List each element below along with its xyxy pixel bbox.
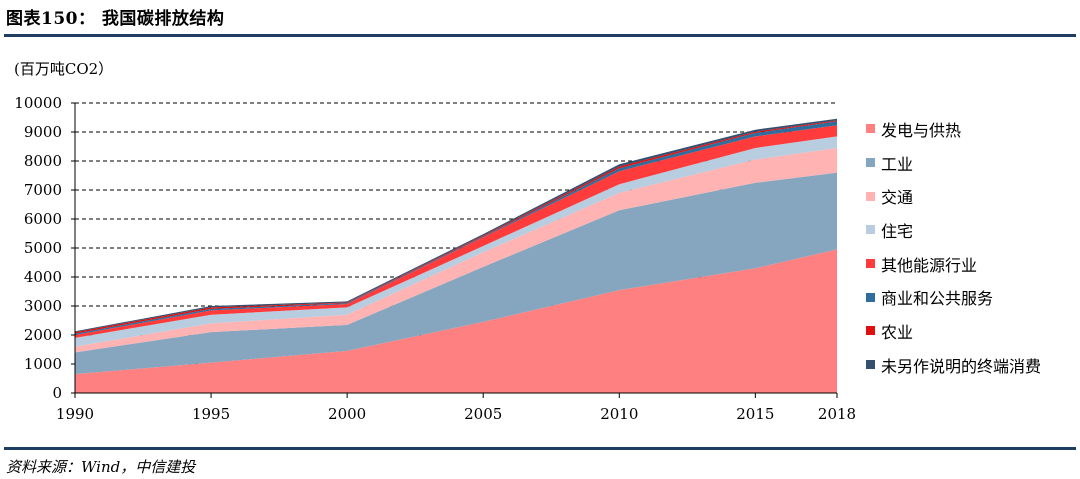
legend-swatch (866, 360, 875, 370)
y-tick-label-0: 0 (52, 384, 62, 402)
legend-swatch (866, 292, 875, 302)
x-tick-label-2005: 2005 (464, 405, 502, 423)
legend-item-4: 住宅 (866, 213, 1041, 247)
legend-item-1: 发电与供热 (866, 112, 1041, 146)
x-tick-label-2015: 2015 (736, 405, 774, 423)
unit-label: (百万吨CO2） (14, 60, 113, 78)
legend-swatch (866, 158, 875, 168)
x-tick-label-2000: 2000 (328, 405, 366, 423)
area-series-4 (75, 136, 837, 347)
area-series-3 (75, 148, 837, 353)
source-note: 资料来源：Wind，中信建投 (6, 458, 196, 476)
legend-item-3: 交通 (866, 179, 1041, 213)
x-tick-label-1995: 1995 (192, 405, 230, 423)
top-rule (4, 34, 1076, 37)
legend-label: 工业 (881, 154, 914, 174)
legend-swatch (866, 259, 875, 269)
y-tick-label-1000: 1000 (24, 355, 62, 373)
y-tick-label-2000: 2000 (24, 326, 62, 344)
area-series-5 (75, 125, 837, 338)
legend-label: 住宅 (881, 221, 914, 241)
legend-label: 其他能源行业 (881, 255, 978, 275)
x-tick-label-2010: 2010 (600, 405, 638, 423)
legend-label: 商业和公共服务 (881, 289, 994, 309)
legend-label: 发电与供热 (881, 120, 962, 140)
legend-item-2: 工业 (866, 146, 1041, 180)
y-tick-label-10000: 10000 (14, 94, 62, 112)
y-tick-label-4000: 4000 (24, 268, 62, 286)
legend-swatch (866, 225, 875, 235)
legend-label: 农业 (881, 322, 914, 342)
y-tick-label-6000: 6000 (24, 210, 62, 228)
legend-item-8: 未另作说明的终端消费 (866, 348, 1041, 382)
legend-item-6: 商业和公共服务 (866, 280, 1041, 314)
y-tick-label-3000: 3000 (24, 297, 62, 315)
legend-item-5: 其他能源行业 (866, 247, 1041, 281)
area-series (75, 118, 837, 393)
y-tick-labels: 0 1000 2000 3000 4000 5000 6000 7000 8000 9000 100… (14, 94, 62, 402)
legend-label: 交通 (881, 188, 914, 208)
y-tick-label-8000: 8000 (24, 152, 62, 170)
x-tick-label-1990: 1990 (56, 405, 94, 423)
legend: 发电与供热工业交通住宅其他能源行业 商业和公共服务 农业未另作说明的终端消费 (866, 112, 1041, 382)
figure-title: 图表150： 我国碳排放结构 (6, 9, 225, 29)
y-tick-label-9000: 9000 (24, 123, 62, 141)
x-tick-labels: 1990 1995 2000 2005 2010 2015 2018 (56, 405, 856, 423)
area-series-1 (75, 249, 837, 393)
legend-swatch (866, 124, 875, 134)
legend-swatch (866, 326, 875, 336)
y-tick-label-5000: 5000 (24, 239, 62, 257)
y-tick-label-7000: 7000 (24, 181, 62, 199)
axes (71, 102, 838, 398)
x-tick-label-2018: 2018 (818, 405, 856, 423)
legend-swatch (866, 191, 875, 201)
bottom-rule (4, 447, 1076, 450)
area-series-2 (75, 172, 837, 375)
legend-item-7: 农业 (866, 314, 1041, 348)
legend-label: 未另作说明的终端消费 (881, 356, 1042, 376)
